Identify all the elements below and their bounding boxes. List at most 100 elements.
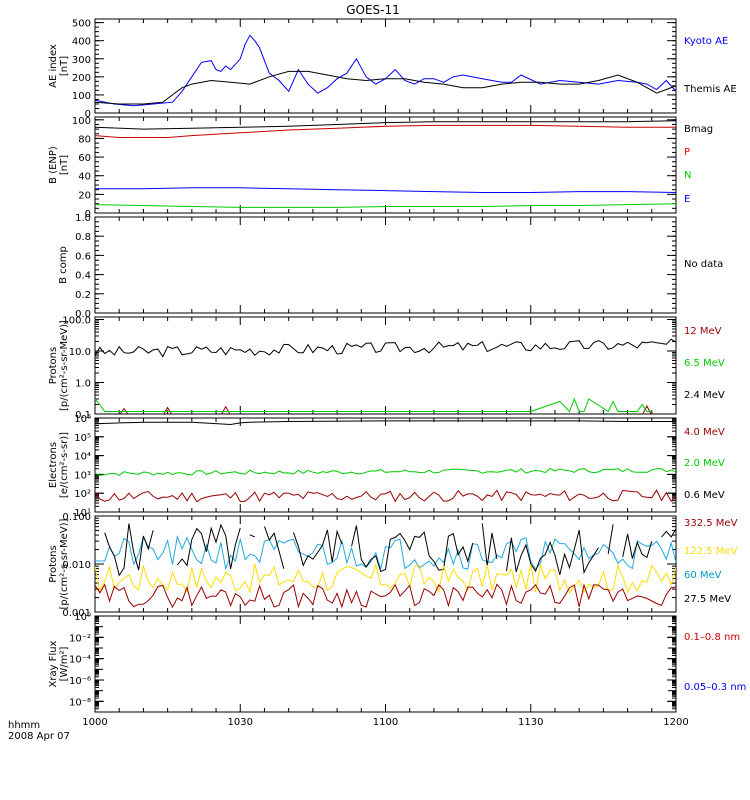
panel-frame — [94, 615, 677, 713]
series-line-27-5-mev — [104, 523, 676, 577]
y-axis-label: AE index — [48, 44, 59, 88]
legend-label: 4.0 MeV — [684, 427, 725, 438]
y-tick-label: 10⁻² — [69, 633, 91, 644]
y-tick-label: 10³ — [74, 470, 91, 481]
y-axis-label: Xray Flux — [48, 640, 59, 687]
y-tick-label: 0.6 — [75, 251, 91, 262]
y-tick-label: 0.2 — [75, 290, 91, 301]
panel-frame — [94, 216, 677, 314]
x-tick-label: 1130 — [518, 717, 543, 728]
y-tick-label: 10⁴ — [74, 452, 91, 463]
panel-2: 0 20 40 60 80 100 B (ENP) [nT] Bmag P N E — [48, 116, 713, 220]
series-line-2-0-mev — [95, 467, 676, 476]
legend-label: P — [684, 147, 690, 158]
series-line-e — [95, 187, 676, 193]
panel-1: 0 100 200 300 400 500 AE index [nT] Kyoto AE Them… — [48, 18, 737, 120]
y-tick-label: 100 — [72, 116, 91, 127]
legend-label: 0.6 MeV — [684, 490, 725, 501]
y-tick-label: 10⁻⁶ — [69, 676, 91, 687]
series-line-122-5-mev — [95, 562, 676, 594]
panel-6: 0.001 0.010 0.100 Protons [p/(cm²-s-sr-MeV)]… — [48, 512, 738, 619]
legend-label: 332.5 MeV — [684, 518, 738, 529]
y-tick-label: 10² — [74, 489, 91, 500]
legend-label: N — [684, 170, 691, 181]
y-tick-label: 400 — [72, 37, 91, 48]
y-tick-label: 10⁵ — [74, 433, 91, 444]
legend-label: 0.05–0.3 nm — [684, 682, 746, 693]
y-tick-label: 1.0 — [75, 378, 91, 389]
x-tick-label: 1200 — [663, 717, 688, 728]
y-tick-label: 0 — [85, 209, 91, 220]
y-tick-label: 10⁻⁸ — [69, 697, 91, 708]
panel-frame — [94, 18, 677, 114]
y-axis-label: [e/(cm²-s-sr)] — [59, 432, 70, 498]
y-tick-label: 0.4 — [75, 271, 91, 282]
panel-7: 10⁻⁸ 10⁻⁶ 10⁻⁴ 10⁻² 10⁰ Xray Flux [W/m²] 0.1–0.… — [48, 612, 746, 713]
series-line-4-0-mev — [95, 489, 676, 503]
legend-label: 6.5 MeV — [684, 358, 725, 369]
legend-label: 27.5 MeV — [684, 594, 731, 605]
y-tick-label: 0.1 — [75, 410, 91, 421]
y-tick-label: 100 — [72, 91, 91, 102]
x-tick-label: 1100 — [373, 717, 398, 728]
y-tick-label: 100.0 — [62, 315, 91, 326]
y-axis-label: B (ENP) — [48, 146, 59, 184]
y-tick-label: 10⁻⁴ — [69, 655, 91, 666]
y-tick-label: 0.001 — [62, 608, 91, 619]
y-tick-label: 0.100 — [62, 512, 91, 523]
y-axis-label: [W/m²] — [59, 646, 70, 681]
series-line-p — [95, 124, 676, 138]
y-axis-label: B comp — [58, 246, 69, 284]
panel-4: 0.1 1.0 10.0 100.0 Protons [p/(cm²-s-sr-MeV)]… — [48, 315, 725, 421]
y-tick-label: 10⁰ — [74, 612, 91, 623]
legend-label: 122.5 MeV — [684, 546, 738, 557]
panel-5: 10¹ 10² 10³ 10⁴ 10⁵ 10⁶ Electrons [e/(cm²-s-sr)… — [48, 414, 725, 519]
series-line-60-mev — [95, 534, 676, 571]
series-line-0-6-mev — [95, 420, 676, 426]
chart-title: GOES-11 — [346, 3, 400, 17]
y-axis-label: [nT] — [59, 56, 70, 76]
y-tick-label: 40 — [78, 172, 91, 183]
y-tick-label: 300 — [72, 55, 91, 66]
series-line-332-5-mev — [95, 583, 676, 609]
y-tick-label: 200 — [72, 73, 91, 84]
y-tick-label: 0.0 — [75, 309, 91, 320]
series-line-themis-ae — [95, 70, 676, 105]
series-line-12-mev — [119, 404, 652, 414]
legend-label: Bmag — [684, 124, 713, 135]
series-line-6-5-mev — [95, 397, 652, 413]
legend-label: Themis AE — [683, 84, 737, 95]
panel-3: 0.0 0.2 0.4 0.6 0.8 1.0 B comp No data — [58, 213, 723, 320]
y-tick-label: 500 — [72, 19, 91, 30]
legend-label: E — [684, 194, 690, 205]
legend-label: 12 MeV — [684, 326, 722, 337]
series-line-2-4-mev — [95, 338, 676, 358]
y-tick-label: 0 — [85, 109, 91, 120]
date-label: 2008 Apr 07 — [8, 731, 70, 742]
y-axis-label: Protons — [48, 347, 59, 384]
series-line-bmag — [95, 120, 676, 130]
y-tick-label: 80 — [78, 134, 91, 145]
legend-label: Kyoto AE — [684, 36, 728, 47]
x-tick-label: 1000 — [82, 717, 107, 728]
y-axis-label: [nT] — [59, 155, 70, 175]
legend-label: No data — [684, 259, 723, 270]
series-line-n — [95, 203, 676, 208]
y-tick-label: 60 — [78, 153, 91, 164]
y-axis-label: Electrons — [48, 442, 59, 488]
legend-label: 2.4 MeV — [684, 390, 725, 401]
y-axis-label: Protons — [48, 545, 59, 582]
legend-label: 2.0 MeV — [684, 458, 725, 469]
y-axis-label: [p/(cm²-s-sr-MeV)] — [59, 518, 70, 609]
y-tick-label: 10.0 — [69, 347, 91, 358]
y-tick-label: 10¹ — [74, 508, 91, 519]
y-axis-label: [p/(cm²-s-sr-MeV)] — [59, 320, 70, 411]
y-tick-label: 0.010 — [62, 560, 91, 571]
x-tick-label: 1030 — [228, 717, 253, 728]
legend-label: 0.1–0.8 nm — [684, 632, 740, 643]
legend-label: 60 MeV — [684, 570, 722, 581]
y-tick-label: 0.8 — [75, 232, 91, 243]
y-tick-label: 20 — [78, 190, 91, 201]
series-line-kyoto-ae — [95, 34, 676, 107]
